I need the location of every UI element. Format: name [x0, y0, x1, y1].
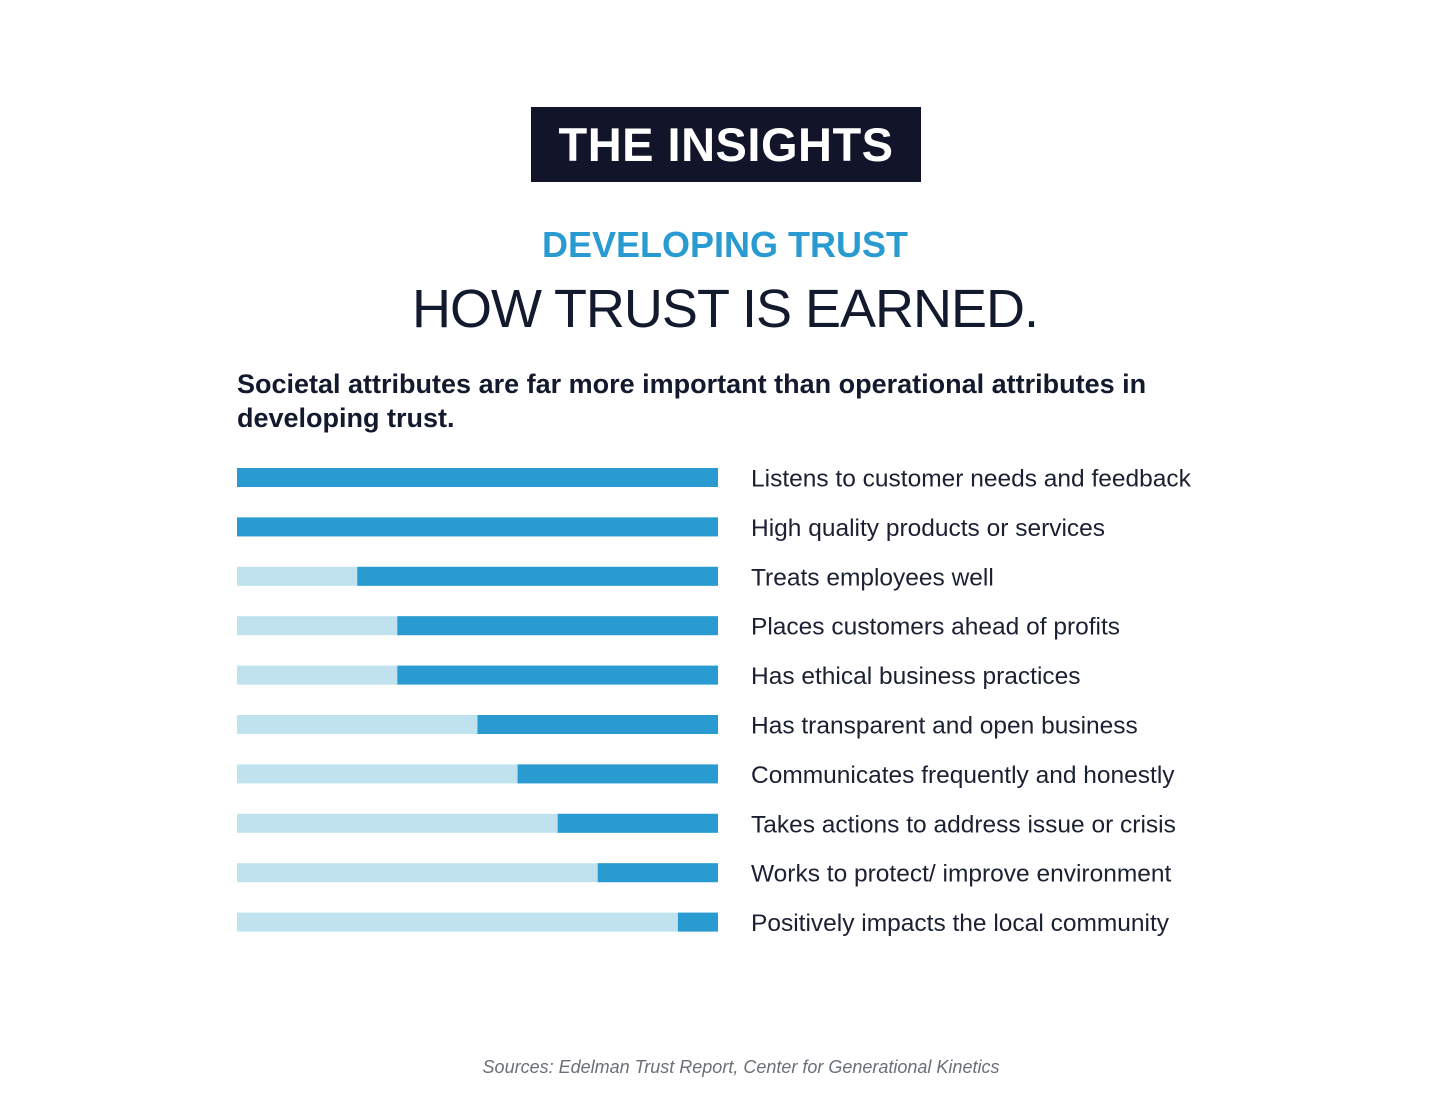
bar — [397, 616, 718, 636]
bar-track — [237, 912, 718, 932]
category-label: Treats employees well — [751, 564, 994, 591]
bar — [477, 715, 718, 734]
category-label: Works to protect/ improve environment — [751, 861, 1171, 888]
category-label: Places customers ahead of profits — [751, 614, 1120, 641]
bar — [677, 912, 718, 932]
insights-badge: THE INSIGHTS — [531, 107, 921, 182]
bar — [357, 566, 718, 586]
bar — [237, 468, 718, 487]
category-label: Listens to customer needs and feedback — [751, 466, 1192, 493]
page-headline: HOW TRUST IS EARNED. — [411, 279, 1039, 339]
bar — [597, 863, 718, 883]
section-kicker: DEVELOPING TRUST — [541, 224, 909, 265]
category-label: Communicates frequently and honestly — [751, 762, 1175, 789]
source-note: Sources: Edelman Trust Report, Center fo… — [482, 1057, 1000, 1077]
chart-lede: Societal attributes are far more importa… — [237, 369, 1147, 433]
badge-label: THE INSIGHTS — [558, 118, 894, 171]
category-label: High quality products or services — [751, 515, 1105, 542]
bar — [557, 813, 718, 833]
bar — [517, 764, 718, 784]
bar — [237, 517, 718, 537]
category-label: Takes actions to address issue or crisis — [751, 811, 1176, 838]
bar — [397, 665, 718, 685]
category-label: Has ethical business practices — [751, 663, 1081, 690]
category-label: Has transparent and open business — [751, 713, 1138, 740]
category-label: Positively impacts the local community — [751, 910, 1170, 937]
